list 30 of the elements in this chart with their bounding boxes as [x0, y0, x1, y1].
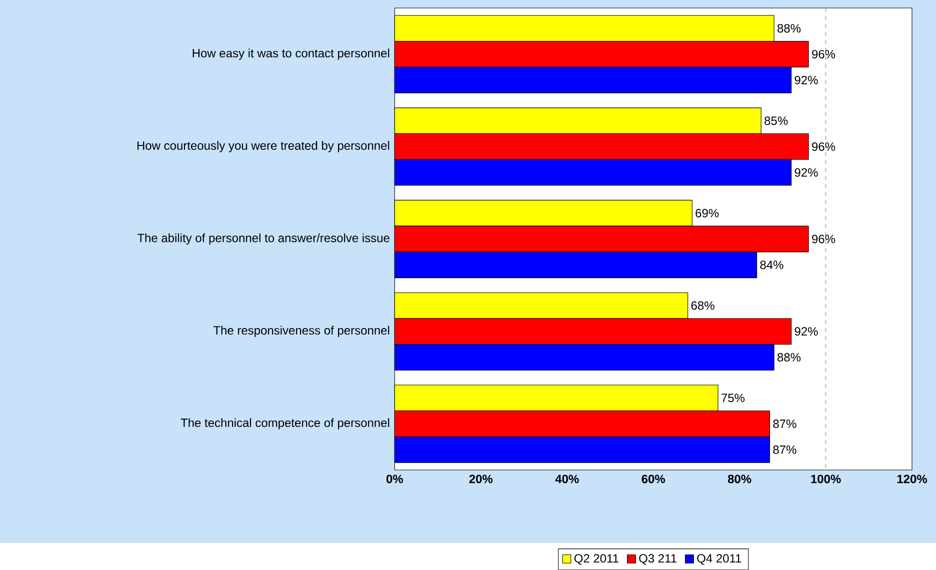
x-tick-label: 120%: [897, 474, 928, 484]
y-tick-label: How courteously you were treated by personnel: [137, 140, 390, 152]
x-tick-label: 40%: [555, 474, 579, 484]
data-label: 84%: [760, 260, 784, 270]
data-label: 96%: [812, 50, 836, 58]
data-label: 92%: [794, 327, 818, 336]
data-label: 69%: [696, 208, 719, 218]
x-tick-label: 80%: [728, 474, 752, 484]
x-tick-label: 0%: [386, 474, 404, 484]
y-tick-label: How easy it was to contact personnel: [192, 48, 390, 60]
legend-label: Q3 211: [639, 554, 676, 565]
data-label: 88%: [778, 352, 801, 362]
data-label: 87%: [773, 445, 796, 454]
x-tick-label: 20%: [469, 474, 493, 484]
data-label: 68%: [691, 301, 714, 310]
data-label: 92%: [794, 168, 818, 177]
x-tick-label: 60%: [642, 474, 666, 484]
data-label: 96%: [812, 234, 836, 244]
legend-label: Q4 2011: [697, 554, 742, 565]
legend-label: Q2 2011: [574, 554, 618, 565]
data-label: 87%: [773, 420, 796, 428]
data-label: 92%: [794, 76, 818, 84]
y-tick-label: The responsiveness of personnel: [213, 326, 390, 337]
x-tick-label: 100%: [811, 474, 841, 484]
data-label: 85%: [764, 116, 788, 125]
y-tick-label: The technical competence of personnel: [180, 418, 390, 430]
data-label: 88%: [778, 24, 801, 33]
data-label: 96%: [812, 142, 836, 151]
y-tick-label: The ability of personnel to answer/resolve issue: [137, 233, 390, 245]
data-label: 75%: [722, 394, 745, 402]
